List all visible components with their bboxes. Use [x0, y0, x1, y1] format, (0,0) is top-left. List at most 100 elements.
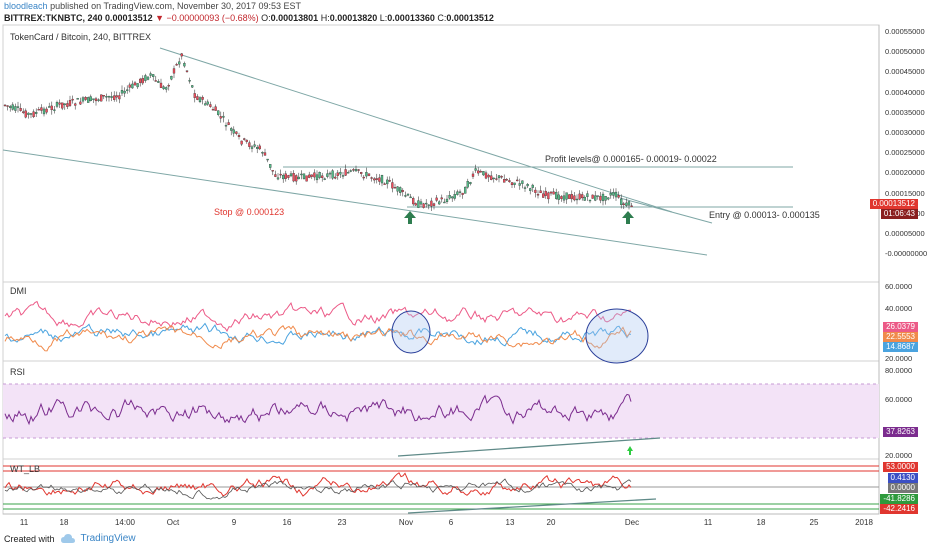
- candle: [482, 171, 485, 176]
- candle: [313, 172, 316, 178]
- candle: [357, 169, 360, 171]
- profit-annotation[interactable]: Profit levels@ 0.000165- 0.00019- 0.0002…: [545, 154, 717, 164]
- time-tick: 14:00: [114, 518, 136, 527]
- candle: [451, 196, 454, 199]
- candle: [29, 113, 33, 115]
- candle: [445, 198, 449, 203]
- wt2-line: [4, 478, 632, 500]
- candle: [487, 174, 490, 178]
- price-ytick: 0.00055000: [885, 27, 925, 36]
- candle: [521, 180, 524, 184]
- candle: [365, 172, 368, 177]
- wt-panel-title: WT_LB: [10, 464, 41, 474]
- candle: [61, 102, 64, 109]
- time-tick: 20: [546, 518, 556, 527]
- candle: [339, 171, 342, 175]
- upper-trendline[interactable]: [159, 47, 673, 213]
- candle: [419, 201, 423, 205]
- tradingview-brand-link[interactable]: TradingView: [80, 533, 136, 544]
- candle: [66, 103, 69, 107]
- rsi-tag: 37.8263: [883, 427, 918, 437]
- stop-annotation[interactable]: Stop @ 0.000123: [214, 207, 285, 217]
- candle: [594, 195, 597, 201]
- candle: [573, 195, 576, 201]
- candle: [308, 174, 311, 178]
- candle: [508, 180, 511, 183]
- candle: [414, 203, 417, 206]
- upper-trendline-ext: [619, 197, 713, 224]
- candle: [427, 204, 430, 206]
- wt-trendline[interactable]: [407, 498, 657, 514]
- dmi-ytick: 20.0000: [885, 354, 913, 363]
- candle: [440, 197, 443, 200]
- high-value: 0.00013820: [329, 13, 378, 23]
- candle: [222, 115, 225, 118]
- candle: [552, 191, 555, 195]
- main-panel-frame: [2, 24, 880, 283]
- candle: [214, 106, 217, 111]
- candle: [81, 97, 85, 102]
- open-value: 0.00013801: [270, 13, 319, 23]
- candle: [438, 201, 441, 205]
- candle: [126, 89, 129, 91]
- candle: [620, 198, 623, 205]
- candle: [336, 172, 339, 176]
- candle: [555, 191, 558, 199]
- candle: [35, 111, 38, 114]
- candle: [630, 205, 633, 207]
- candle: [136, 83, 139, 88]
- candle: [607, 197, 610, 200]
- candle: [175, 64, 178, 66]
- time-tick: Dec: [624, 518, 640, 527]
- price-ytick: 0.00005000: [885, 229, 925, 238]
- candle: [565, 192, 568, 200]
- low-value: 0.00013360: [387, 13, 435, 23]
- candle: [89, 96, 92, 102]
- candle: [321, 175, 324, 178]
- lower-trendline[interactable]: [2, 149, 708, 256]
- candle: [139, 78, 142, 83]
- candle: [544, 190, 547, 196]
- candle: [144, 75, 147, 81]
- candle: [409, 196, 412, 199]
- candle: [53, 109, 56, 111]
- entry-annotation[interactable]: Entry @ 0.00013- 0.000135: [709, 210, 820, 220]
- candle: [170, 75, 173, 80]
- candle: [334, 176, 337, 179]
- rsi-panel-title: RSI: [10, 367, 26, 377]
- candle: [9, 106, 12, 108]
- symbol-label[interactable]: BITTREX:TKNBTC, 240: [4, 13, 103, 23]
- candle: [68, 100, 72, 106]
- candle: [250, 146, 254, 149]
- candle: [404, 195, 407, 197]
- candle: [141, 78, 144, 84]
- dmi-plus-tag: 14.8687: [883, 342, 918, 352]
- candle: [261, 152, 264, 154]
- rsi-trendline[interactable]: [397, 437, 661, 457]
- published-text: published on TradingView.com, November 3…: [50, 1, 302, 11]
- time-tick: 18: [59, 518, 69, 527]
- candle: [271, 170, 274, 172]
- candle: [497, 175, 501, 179]
- up-arrow-icon: [404, 211, 416, 224]
- candle: [581, 194, 584, 199]
- price-tag: 0.00013512: [869, 199, 918, 209]
- author-link[interactable]: bloodleach: [4, 1, 48, 11]
- candle: [604, 196, 607, 201]
- candle: [344, 169, 347, 176]
- candle: [185, 70, 189, 72]
- candle: [248, 142, 251, 147]
- candle: [232, 129, 235, 134]
- candle: [349, 170, 352, 172]
- candle: [583, 196, 586, 201]
- candle: [113, 95, 116, 100]
- candle: [513, 182, 516, 185]
- candle: [224, 125, 228, 127]
- candle: [406, 193, 410, 196]
- candle: [245, 139, 248, 142]
- dmi-panel-frame: [2, 281, 880, 362]
- last-price: 0.00013512: [105, 13, 153, 23]
- candle: [529, 188, 532, 191]
- rsi-ytick: 20.0000: [885, 451, 913, 460]
